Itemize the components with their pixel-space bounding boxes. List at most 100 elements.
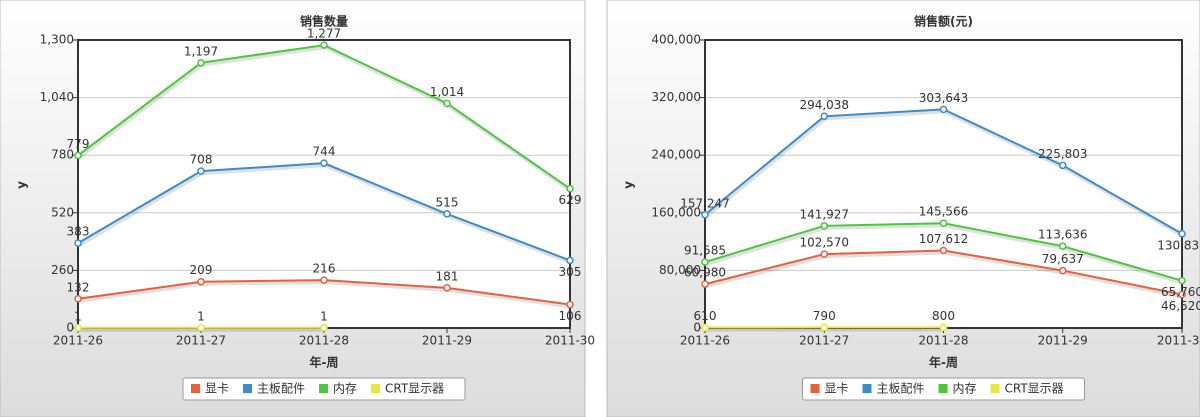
legend-marker <box>191 384 200 393</box>
data-label: 629 <box>559 193 582 207</box>
data-label: 294,038 <box>799 98 849 112</box>
data-label: 1,277 <box>307 27 341 41</box>
data-label: 1 <box>320 309 328 323</box>
legend-label: CRT显示器 <box>385 382 444 396</box>
x-tick-label: 2011-30 <box>1157 334 1200 348</box>
data-label: 515 <box>436 195 459 209</box>
data-label: 130,830 <box>1157 238 1200 252</box>
data-label: 79,637 <box>1042 252 1084 266</box>
data-label: 779 <box>67 137 90 151</box>
legend-marker <box>371 384 380 393</box>
x-axis-title: 年-周 <box>310 355 339 370</box>
data-point <box>939 323 948 332</box>
data-label: 708 <box>190 153 213 167</box>
legend-label: 主板配件 <box>257 382 305 396</box>
y-axis-title: y <box>15 181 29 189</box>
data-label: 65,760 <box>1161 285 1200 299</box>
data-point <box>74 324 82 332</box>
x-axis-title: 年-周 <box>929 355 958 370</box>
data-point <box>74 151 82 160</box>
x-tick-label: 2011-29 <box>422 334 472 348</box>
y-tick-label: 240,000 <box>651 148 701 162</box>
x-tick-label: 2011-27 <box>799 334 849 348</box>
data-label: 132 <box>67 280 90 294</box>
data-label: 1 <box>197 309 205 323</box>
data-point <box>320 324 328 332</box>
y-tick-label: 260 <box>51 263 74 277</box>
data-point <box>939 105 948 114</box>
legend-label: 显卡 <box>205 382 229 396</box>
data-label: 1,014 <box>430 85 464 99</box>
data-label: 383 <box>67 225 90 239</box>
data-label: 145,566 <box>919 205 969 219</box>
data-point <box>939 219 948 227</box>
y-tick-label: 320,000 <box>651 90 701 104</box>
legend: 显卡 主板配件 内存 CRT显示器 <box>182 377 466 401</box>
data-point <box>1178 276 1186 285</box>
data-point <box>566 256 574 265</box>
data-label: 216 <box>313 262 336 276</box>
legend-marker <box>810 384 820 393</box>
legend-label: 显卡 <box>825 382 849 396</box>
data-point <box>820 222 828 230</box>
data-point <box>1178 290 1186 299</box>
y-tick-label: 520 <box>51 205 74 219</box>
data-point <box>701 280 709 288</box>
data-point <box>1059 266 1067 275</box>
data-label: 225,803 <box>1038 147 1088 161</box>
legend-marker <box>862 384 872 393</box>
data-point <box>701 258 709 266</box>
data-label: 303,643 <box>919 91 969 105</box>
legend: 显卡 主板配件 内存 CRT显示器 <box>802 377 1085 401</box>
data-point <box>566 300 574 309</box>
data-point <box>820 112 828 121</box>
data-label: 60,980 <box>684 266 726 280</box>
data-point <box>320 41 328 49</box>
data-point <box>197 277 205 286</box>
legend-marker <box>938 384 948 393</box>
data-label: 744 <box>313 145 336 159</box>
legend-marker <box>243 384 252 393</box>
data-label: 610 <box>694 309 717 323</box>
data-point <box>1059 242 1067 250</box>
chart-panel: 销售数量 0 260 520 780 1,040 1,300 2011-26 2011-27 20… <box>0 0 595 417</box>
chart-title: 销售额(元) <box>914 14 973 29</box>
data-label: 1,197 <box>184 44 218 58</box>
data-point <box>320 276 328 284</box>
data-label: 800 <box>932 309 955 323</box>
data-label: 113,636 <box>1038 228 1088 242</box>
data-point <box>74 239 82 247</box>
data-label: 91,585 <box>684 244 726 258</box>
legend-label: 主板配件 <box>877 382 925 396</box>
data-point <box>443 99 451 108</box>
y-tick-label: 1,040 <box>40 90 74 104</box>
y-axis-title: y <box>622 181 636 189</box>
data-point <box>820 250 828 258</box>
data-point <box>443 284 451 292</box>
legend-label: 内存 <box>953 382 977 396</box>
data-label: 107,612 <box>919 232 969 246</box>
legend-marker <box>319 384 328 393</box>
legend-label: 内存 <box>333 382 357 396</box>
y-tick-label: 1,300 <box>40 33 74 47</box>
legend-label: CRT显示器 <box>1005 382 1064 396</box>
data-point <box>939 246 948 255</box>
data-point <box>74 295 82 303</box>
y-tick-label: 80,000 <box>659 263 701 277</box>
x-tick-label: 2011-26 <box>53 334 103 348</box>
x-tick-label: 2011-27 <box>176 334 226 348</box>
x-tick-label: 2011-30 <box>545 334 595 348</box>
data-label: 106 <box>559 309 582 323</box>
data-label: 209 <box>190 263 213 277</box>
x-tick-label: 2011-28 <box>918 334 968 348</box>
data-point <box>197 167 205 175</box>
data-point <box>320 159 328 167</box>
data-point <box>443 210 451 218</box>
y-tick-label: 160,000 <box>651 205 701 219</box>
plot-area <box>705 40 1182 328</box>
y-tick-label: 0 <box>66 321 74 335</box>
data-label: 790 <box>813 309 836 323</box>
x-tick-label: 2011-28 <box>299 334 349 348</box>
data-point <box>1059 161 1067 170</box>
